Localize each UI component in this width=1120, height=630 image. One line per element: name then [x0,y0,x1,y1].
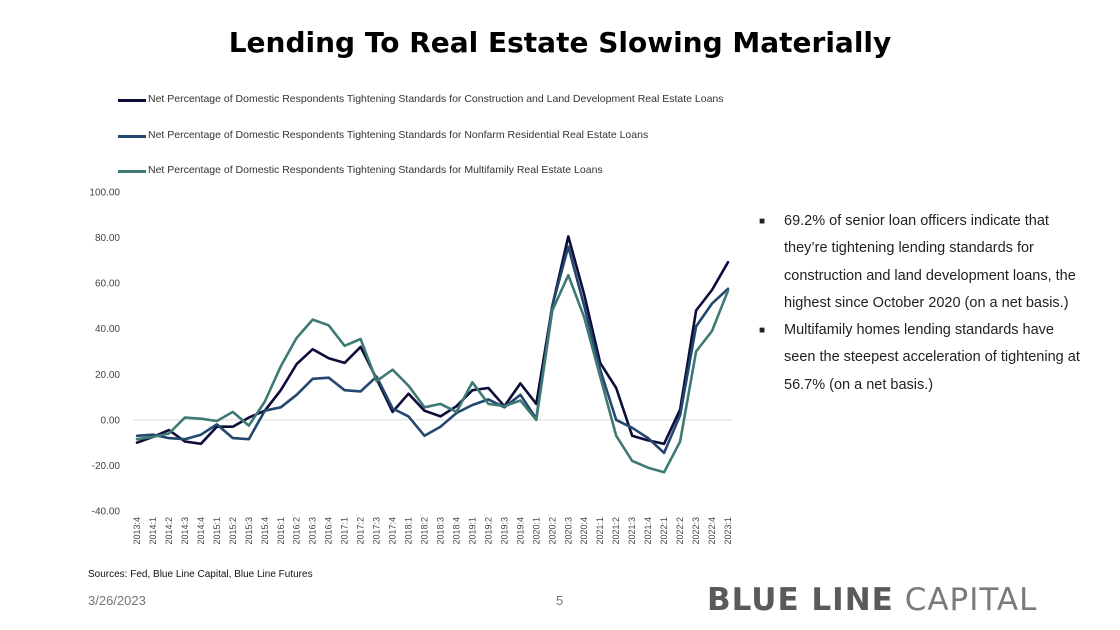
x-tick-label: 2022:1 [659,517,669,545]
y-tick-label: 60.00 [95,279,120,290]
y-axis: 100.00 80.00 60.00 40.00 20.00 0.00 -20.00 -40.… [89,188,120,518]
y-tick-label: 100.00 [89,188,120,199]
x-tick-label: 2015:1 [212,517,222,545]
x-tick-label: 2018:3 [435,517,445,545]
legend-swatch-residential [118,135,146,138]
x-tick-label: 2021:1 [595,517,605,545]
series-lines [135,235,730,474]
commentary: ■ 69.2% of senior loan officers indicate… [756,208,1086,399]
page-number: 5 [556,593,564,608]
legend-label-multifamily: Net Percentage of Domestic Respondents T… [148,164,603,176]
logo-wordmark-bold: BLUE LINE [707,582,894,618]
slide-date: 3/26/2023 [88,593,146,608]
company-logo: BLUE LINE CAPITAL [707,582,1037,618]
y-tick-label: 20.00 [95,370,120,381]
x-tick-label: 2017:2 [356,517,366,545]
series-line-construction [135,235,730,446]
x-tick-label: 2018:2 [420,517,430,545]
x-tick-label: 2018:1 [404,517,414,545]
legend-swatch-construction [118,99,146,102]
bullet-text: Multifamily homes lending standards have… [784,322,1080,393]
x-tick-label: 2015:2 [228,517,238,545]
y-tick-label: 0.00 [101,415,121,426]
x-tick-label: 2021:3 [627,517,637,545]
x-tick-label: 2016:3 [308,517,318,545]
legend-swatch-multifamily [118,170,146,173]
y-tick-label: -40.00 [92,507,121,518]
x-tick-label: 2020:4 [579,517,589,545]
bullet-square-icon: ■ [759,325,766,337]
x-tick-label: 2014:1 [148,517,158,545]
legend-label-residential: Net Percentage of Domestic Respondents T… [148,129,649,141]
x-tick-label: 2016:4 [324,517,334,545]
series-line-multifamily [135,273,730,474]
sources-note: Sources: Fed, Blue Line Capital, Blue Li… [88,569,313,580]
y-tick-label: 40.00 [95,324,120,335]
x-tick-label: 2017:1 [340,517,350,545]
x-tick-label: 2019:2 [483,517,493,545]
x-tick-label: 2015:4 [260,517,270,545]
x-tick-label: 2021:2 [611,517,621,545]
logo-wordmark-light: CAPITAL [904,582,1038,618]
x-tick-label: 2020:3 [563,517,573,545]
x-tick-label: 2019:3 [499,517,509,545]
x-tick-label: 2018:4 [451,517,461,545]
x-tick-label: 2022:2 [675,517,685,545]
x-tick-label: 2022:4 [707,517,717,545]
chart-title: Lending To Real Estate Slowing Materiall… [228,26,892,59]
x-tick-label: 2014:2 [164,517,174,545]
x-axis: 2013:4 2014:1 2014:2 2014:3 2014:4 2015:1 2015… [132,517,733,545]
x-tick-label: 2017:3 [372,517,382,545]
bullet-square-icon: ■ [759,216,766,227]
legend-label-construction: Net Percentage of Domestic Respondents T… [148,93,724,105]
x-tick-label: 2013:4 [132,517,142,545]
x-tick-label: 2019:1 [467,517,477,545]
x-tick-label: 2016:1 [276,517,286,545]
x-tick-label: 2017:4 [388,517,398,545]
bullet-point: ■ Multifamily homes lending standards ha… [756,317,1086,399]
x-tick-label: 2014:4 [196,517,206,545]
x-tick-label: 2023:1 [723,517,733,545]
x-tick-label: 2019:4 [515,517,525,545]
x-tick-label: 2020:2 [547,517,557,545]
y-tick-label: -20.00 [92,461,121,472]
bullet-text: 69.2% of senior loan officers indicate t… [784,213,1076,311]
y-tick-label: 80.00 [95,233,120,244]
x-tick-label: 2022:3 [691,517,701,545]
x-tick-label: 2014:3 [180,517,190,545]
x-tick-label: 2016:2 [292,517,302,545]
x-tick-label: 2021:4 [643,517,653,545]
x-tick-label: 2015:3 [244,517,254,545]
bullet-point: ■ 69.2% of senior loan officers indicate… [756,208,1086,317]
series-line-residential [135,245,730,455]
x-tick-label: 2020:1 [531,517,541,545]
